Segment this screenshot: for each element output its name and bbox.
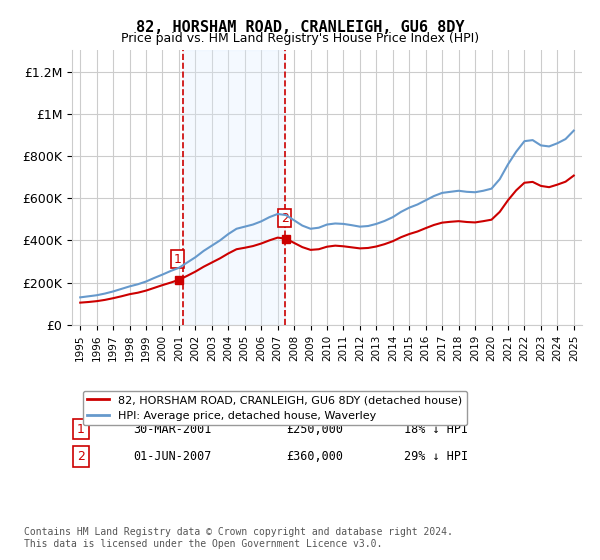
Text: £250,000: £250,000 (286, 423, 343, 436)
Text: 82, HORSHAM ROAD, CRANLEIGH, GU6 8DY: 82, HORSHAM ROAD, CRANLEIGH, GU6 8DY (136, 20, 464, 35)
Text: 2: 2 (77, 450, 85, 463)
Text: 1: 1 (77, 423, 85, 436)
Text: 18% ↓ HPI: 18% ↓ HPI (404, 423, 467, 436)
Text: 1: 1 (174, 253, 182, 266)
Text: 30-MAR-2001: 30-MAR-2001 (133, 423, 212, 436)
Text: 29% ↓ HPI: 29% ↓ HPI (404, 450, 467, 463)
Text: £360,000: £360,000 (286, 450, 343, 463)
Legend: 82, HORSHAM ROAD, CRANLEIGH, GU6 8DY (detached house), HPI: Average price, detac: 82, HORSHAM ROAD, CRANLEIGH, GU6 8DY (de… (83, 391, 467, 425)
Text: Price paid vs. HM Land Registry's House Price Index (HPI): Price paid vs. HM Land Registry's House … (121, 32, 479, 45)
Bar (183, 50, 284, 325)
Text: Contains HM Land Registry data © Crown copyright and database right 2024.
This d: Contains HM Land Registry data © Crown c… (24, 527, 453, 549)
Text: 01-JUN-2007: 01-JUN-2007 (133, 450, 212, 463)
Text: 2: 2 (281, 212, 289, 225)
